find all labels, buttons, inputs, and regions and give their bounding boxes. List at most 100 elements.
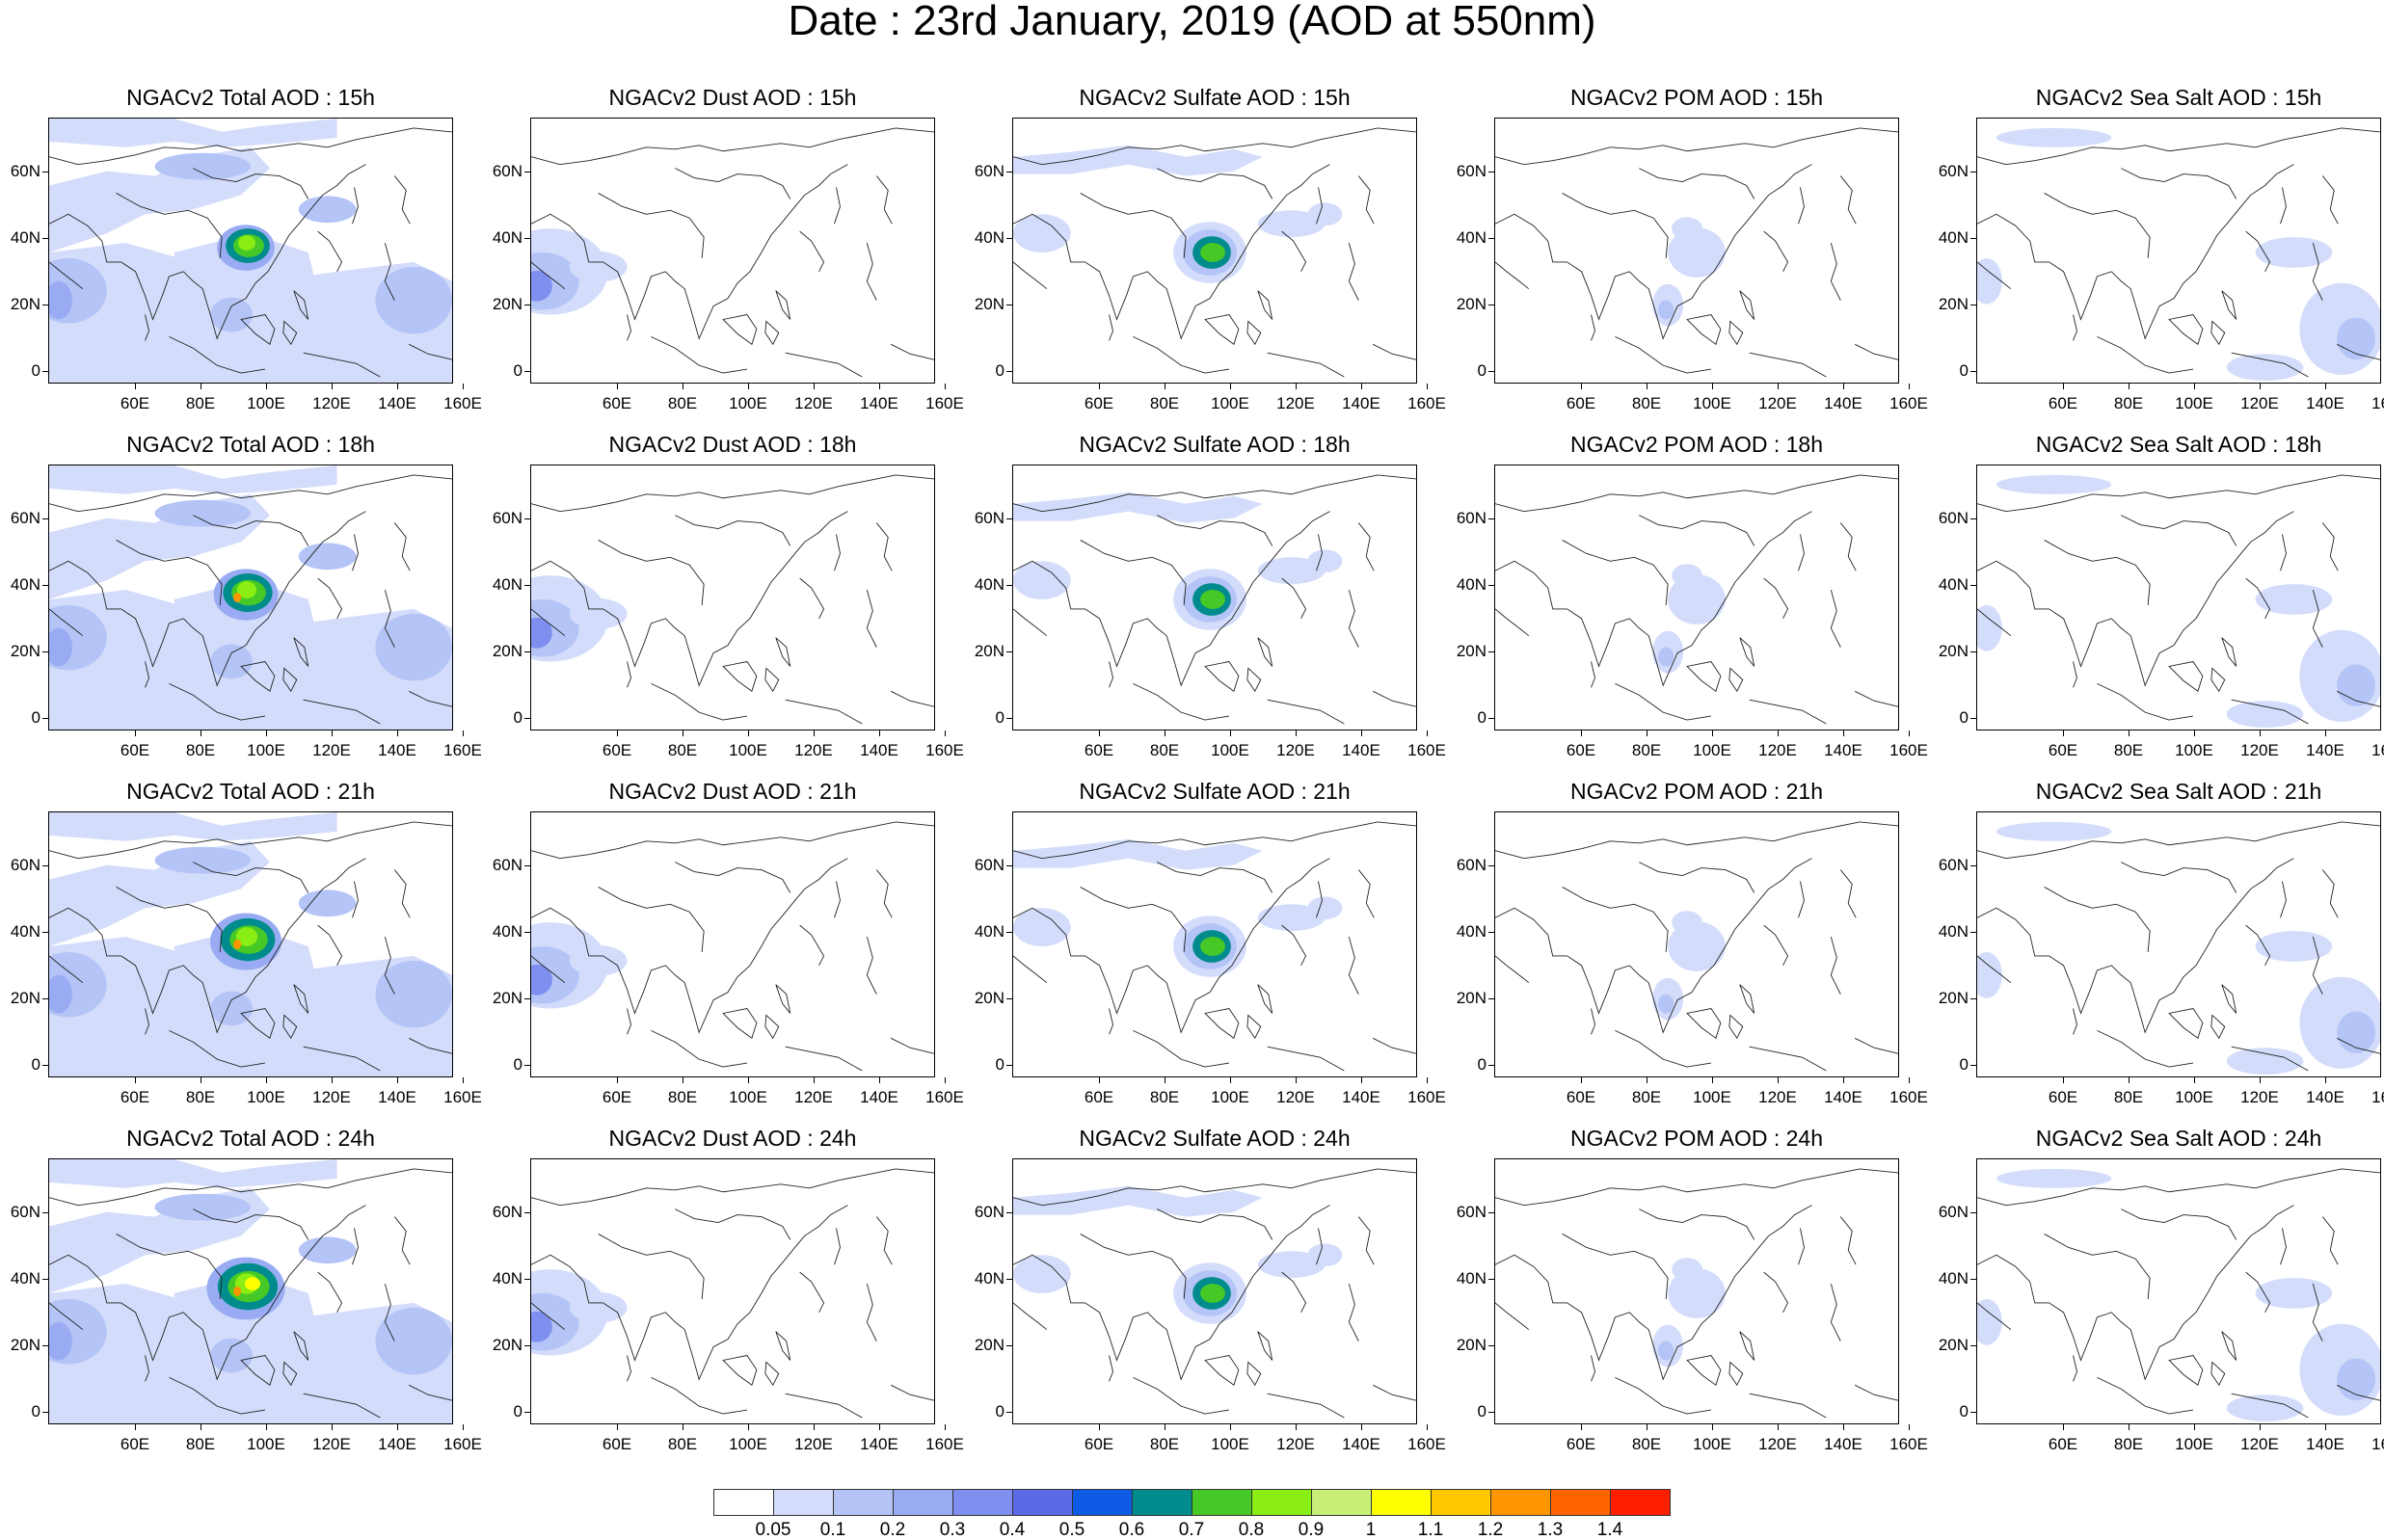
coastline [2312,1283,2323,1341]
latitude-tick [1970,1065,1976,1066]
longitude-tick-label: 80E [1149,741,1180,759]
longitude-tick-label: 160E [2371,1088,2384,1106]
coastline [1686,661,1722,693]
coastline [1204,661,1240,693]
colorbar-label: 1 [1365,1520,1377,1540]
colorbar-label: 0.9 [1298,1520,1325,1540]
coastline [2321,175,2339,225]
coastline [651,335,747,374]
latitude-tick-label: 20N [1456,1336,1487,1354]
latitude-tick-label: 0 [995,708,1004,727]
latitude-tick [1006,518,1012,519]
coastline [240,661,276,693]
latitude-tick-label: 40N [10,575,40,594]
longitude-tick-label: 120E [1758,1435,1797,1453]
longitude-tick-label: 80E [2113,1435,2144,1453]
aod-field-patch [210,1338,253,1373]
coastline [1257,290,1273,320]
coastline [2210,320,2226,346]
aod-field-patch [1996,821,2112,841]
aod-field-patch [1257,904,1326,932]
coastline [1728,320,1744,346]
latitude-tick-label: 40N [1456,228,1487,247]
latitude-tick [1006,718,1012,719]
latitude-tick [1488,1065,1494,1066]
coastline [1839,522,1857,571]
coastline [1257,984,1273,1014]
map-panel: NGACv2 POM AOD : 24h 60N 40N 20N 0 60E 80E 100E… [1446,1126,1928,1465]
latitude-tick [1970,172,1976,173]
longitude-tick-label: 140E [1342,394,1380,412]
coastline [1281,577,1307,620]
longitude-tick-label: 160E [443,1088,482,1106]
panel-title: NGACv2 POM AOD : 24h [1569,1126,1824,1151]
aod-map [1977,474,2380,729]
coastline [352,1228,359,1265]
longitude-tick-label: 140E [1342,1088,1380,1106]
coastline [352,187,359,225]
coastline [1798,881,1805,918]
longitude-tick-label: 60E [1566,1088,1596,1106]
coastline [352,881,359,918]
panel-title: NGACv2 Total AOD : 24h [126,1126,375,1151]
aod-field-patch [154,1193,251,1221]
coastline [1109,1355,1113,1382]
longitude-tick [1296,1424,1297,1430]
panel-title: NGACv2 POM AOD : 15h [1569,85,1824,110]
longitude-tick [879,730,880,736]
longitude-tick [879,1424,880,1430]
aod-field-patch [235,927,258,946]
coastline [1615,682,1711,721]
aod-field-patch [154,846,251,874]
coastline [1373,1384,1416,1401]
panel-title: NGACv2 Sea Salt AOD : 15h [2035,85,2322,110]
coastline [2221,984,2237,1014]
longitude-tick [135,1077,136,1083]
latitude-tick [42,651,48,652]
latitude-tick-label: 20N [10,1336,40,1354]
aod-field-patch [298,543,357,571]
coastline [1839,869,1857,918]
map-panel: NGACv2 Dust AOD : 21h 60N 40N 20N 0 60E 80E 100… [482,779,964,1118]
coastline [1977,261,2012,290]
latitude-tick-label: 0 [1959,1402,1969,1421]
colorbar-label: 0.8 [1238,1520,1265,1540]
latitude-tick-label: 60N [492,856,522,874]
coastline [1013,1302,1048,1331]
longitude-tick-label: 120E [2240,1088,2279,1106]
coastline [1316,534,1323,571]
latitude-tick [1006,238,1012,239]
coastline [531,164,848,340]
latitude-tick [42,1065,48,1066]
longitude-tick-label: 160E [925,1088,964,1106]
longitude-tick [617,730,618,736]
aod-field-patch [49,627,72,667]
latitude-tick [524,371,530,372]
longitude-tick-label: 140E [2306,1088,2344,1106]
longitude-tick [2063,1424,2064,1430]
coastline [193,862,309,893]
longitude-tick [332,1424,333,1430]
longitude-tick [1361,1424,1362,1430]
longitude-tick-label: 80E [185,741,216,759]
aod-field-patch [2226,1394,2304,1422]
coastline [1495,821,1898,860]
coastline [393,869,411,918]
longitude-tick-label: 140E [2306,394,2344,412]
coastline [317,924,343,967]
coastline [1080,540,1187,605]
coastline [1267,1393,1345,1419]
latitude-tick [1488,998,1494,999]
longitude-tick-label: 160E [1889,394,1928,412]
colorbar-label: 0.5 [1058,1520,1085,1540]
coastline [240,1008,276,1040]
latitude-tick-label: 40N [1938,922,1969,941]
longitude-tick [1361,384,1362,389]
latitude-tick [1488,518,1494,519]
longitude-tick [1296,730,1297,736]
coastline [2321,869,2339,918]
longitude-tick-label: 160E [1407,1435,1446,1453]
map-panel: NGACv2 Sulfate AOD : 21h 60N 40N 20N 0 60E 80E… [964,779,1446,1118]
latitude-tick-label: 0 [31,1055,40,1074]
